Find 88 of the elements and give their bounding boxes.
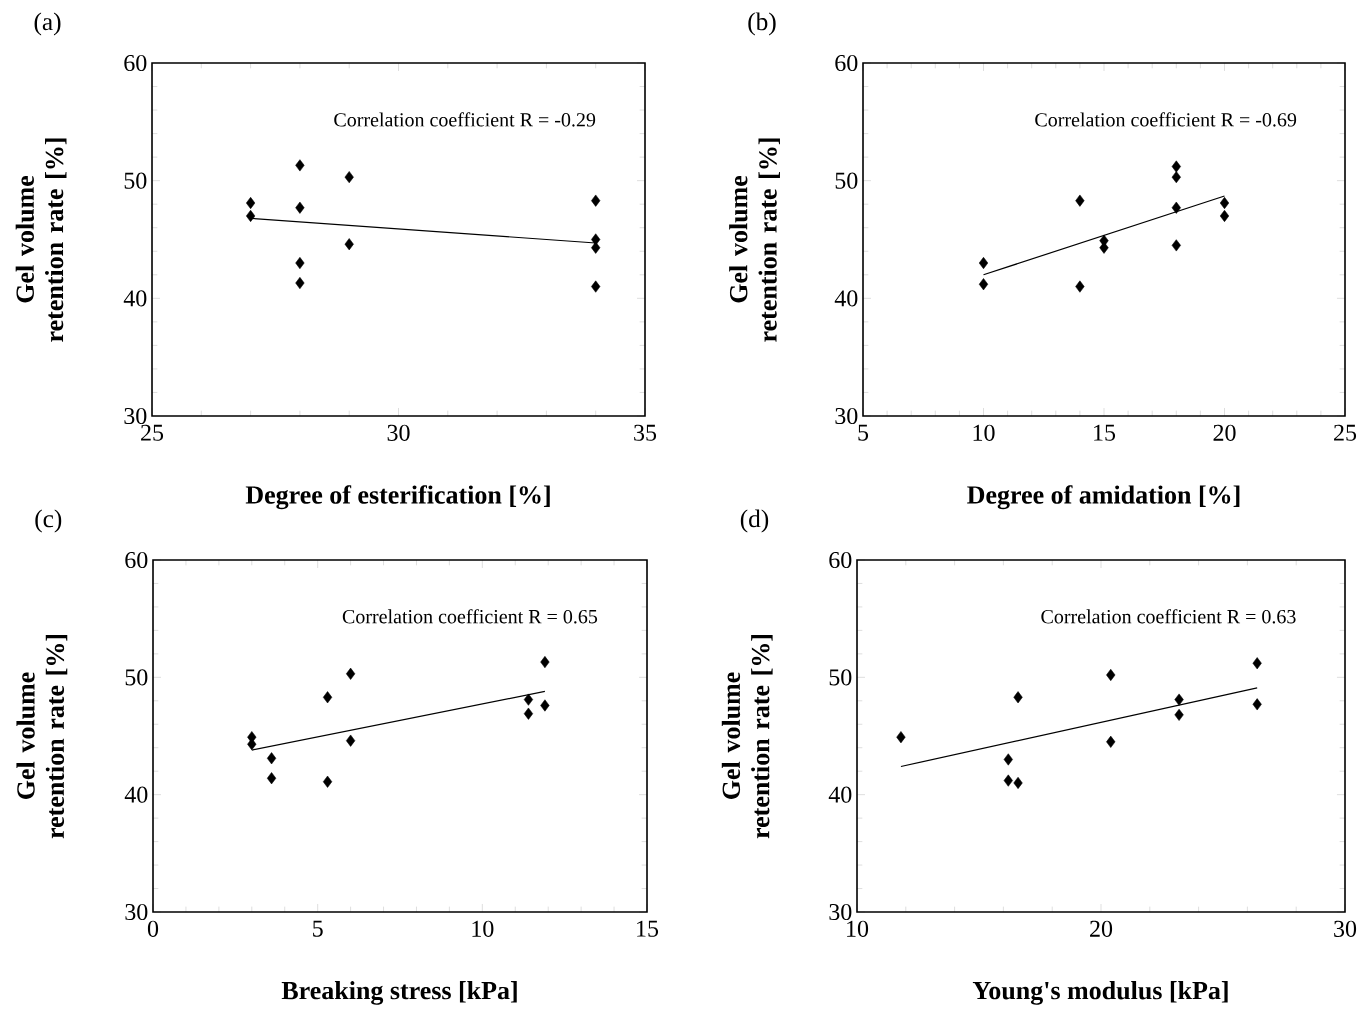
point [322,775,333,788]
x-axis-title: Degree of esterification [%] [245,485,550,510]
point [540,656,550,669]
point [295,257,305,270]
x-tick-label: 15 [1094,424,1116,441]
y-tick-label: 50 [124,172,147,189]
x-tick-label: 10 [847,920,869,937]
point [1252,657,1262,670]
x-tick-label: 25 [1334,424,1357,441]
y-tick-label: 60 [125,551,148,569]
chart-title: (a) [34,12,61,36]
point [322,691,333,704]
y-tick-label: 50 [125,669,148,686]
y-axis-title: Gel volume retention rate [%] [729,138,780,342]
point [1174,708,1184,721]
annotation: Correlation coefficient R = 0.63 [1041,609,1296,624]
point [295,159,305,172]
point [1219,197,1230,210]
x-axis-title: Degree of amidation [%] [967,485,1240,510]
point [1013,776,1023,789]
point [1252,698,1262,711]
y-tick-label: 50 [829,669,852,686]
y-tick-label: 40 [123,290,147,307]
point [1003,753,1013,766]
point [1003,774,1013,787]
y-tick-label: 30 [124,407,147,425]
y-tick-label: 30 [125,903,148,921]
point [1171,239,1181,252]
y-tick-label: 40 [834,290,858,307]
x-tick-label: 5 [858,424,869,441]
x-tick-label: 35 [634,424,657,441]
y-tick-label: 40 [124,786,148,803]
point [267,752,277,765]
y-axis-title: Gel volume retention rate [%] [721,634,773,839]
annotation: Correlation coefficient R = 0.65 [342,609,598,624]
y-tick-label: 30 [835,407,858,425]
point [295,277,305,290]
point [591,194,601,207]
point [523,707,534,720]
point [1171,171,1181,184]
point [246,197,256,210]
point [295,201,305,214]
x-axis-title: Breaking stress [kPa] [281,981,517,1005]
point [1075,280,1085,293]
point [346,734,356,747]
x-tick-label: 5 [313,920,323,937]
point [1106,735,1116,748]
y-tick-label: 40 [828,786,852,803]
point [344,171,354,184]
point [246,209,256,222]
x-tick-label: 30 [1334,920,1357,937]
x-tick-label: 20 [1090,920,1113,937]
point [978,257,989,270]
y-tick-label: 60 [835,54,858,72]
annotation: Correlation coefficient R = -0.69 [1035,112,1297,127]
chart-title: (c) [35,509,62,533]
annotation: Correlation coefficient R = -0.29 [334,112,596,127]
point [346,667,356,680]
point [540,699,550,712]
y-tick-label: 60 [829,551,852,569]
y-axis-title: Gel volume retention rate [%] [15,138,67,342]
y-tick-label: 60 [124,54,147,72]
point [896,731,906,744]
point [1171,160,1181,173]
y-axis-title: Gel volume retention rate [%] [16,634,68,839]
point [1174,693,1184,706]
point [591,280,601,293]
chart-title: (b) [748,12,776,36]
point [1075,194,1085,207]
x-tick-label: 0 [147,920,159,937]
point [267,772,277,785]
x-tick-label: 25 [141,424,164,441]
x-tick-label: 20 [1213,424,1236,441]
point [344,238,354,251]
x-tick-label: 15 [637,920,659,937]
point [1219,209,1230,222]
x-tick-label: 10 [973,424,995,441]
x-tick-label: 10 [472,920,494,937]
chart-title: (d) [740,509,769,533]
y-tick-label: 50 [835,172,858,189]
point [1013,691,1023,704]
point [978,278,989,291]
x-axis-title: Young's modulus [kPa] [972,981,1228,1005]
x-tick-label: 30 [387,424,410,441]
point [1106,668,1116,681]
point [1171,201,1181,214]
point [523,693,534,706]
y-tick-label: 30 [829,903,852,921]
